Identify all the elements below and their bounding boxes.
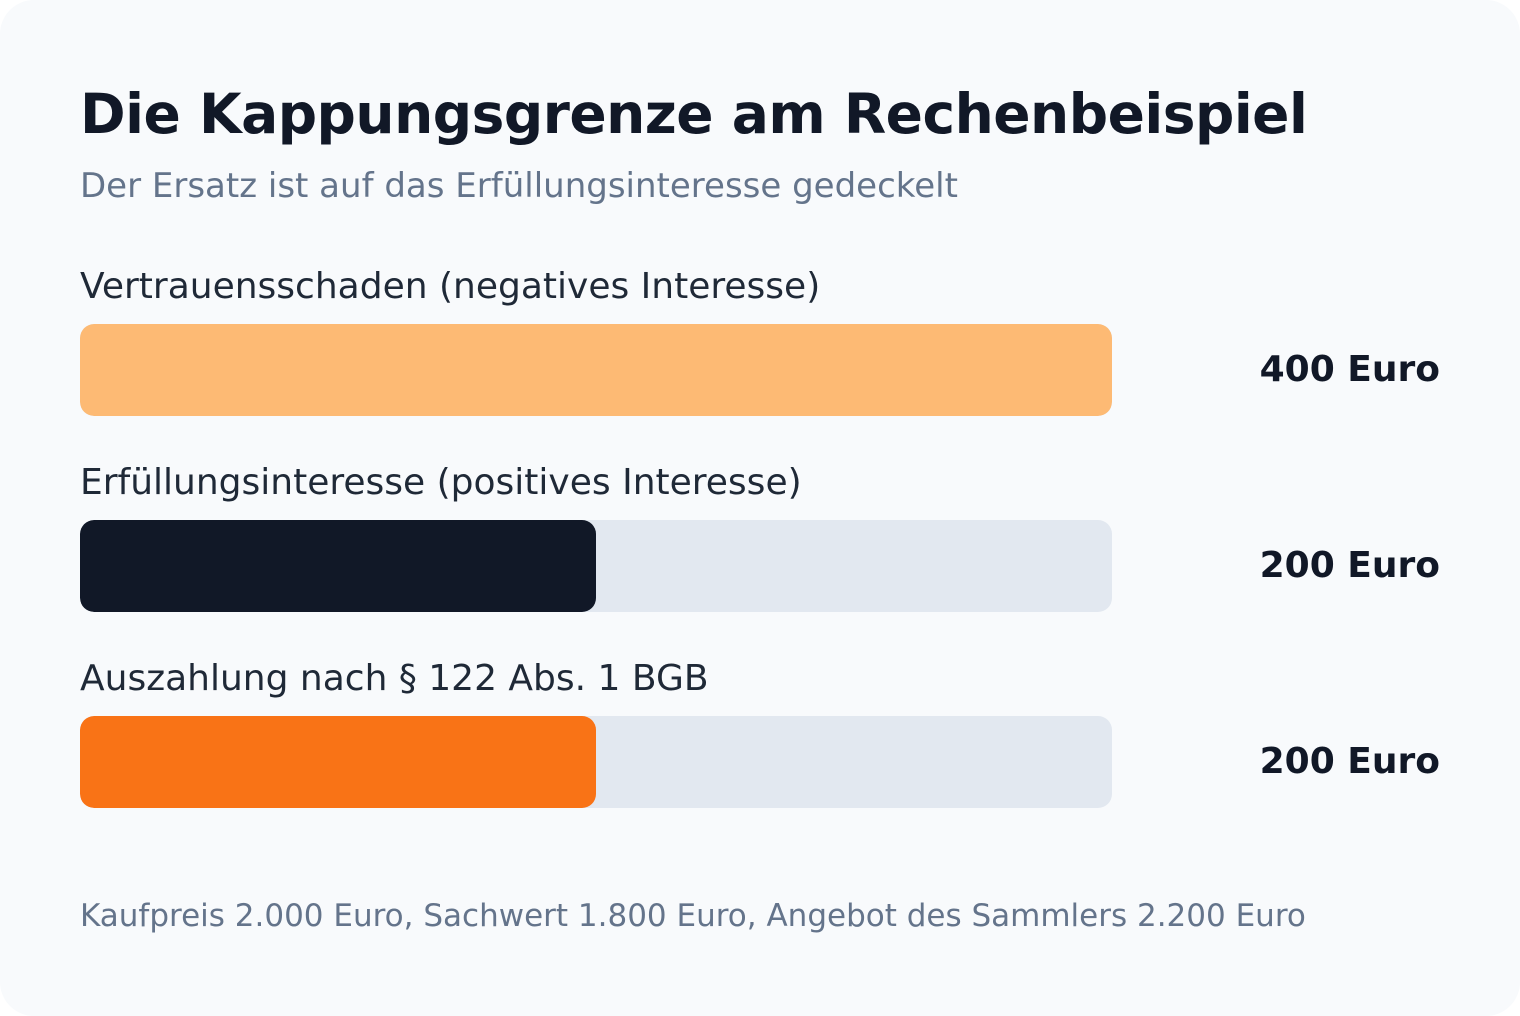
chart-subtitle: Der Ersatz ist auf das Erfüllungsinteres… bbox=[80, 166, 958, 206]
bar-erfuellungsinteresse bbox=[80, 520, 596, 612]
bar-value-erfuellungsinteresse: 200 Euro bbox=[1259, 545, 1440, 586]
bar-track-erfuellungsinteresse bbox=[80, 520, 1112, 612]
bar-vertrauensschaden bbox=[80, 324, 1112, 416]
bar-value-vertrauensschaden: 400 Euro bbox=[1259, 349, 1440, 390]
bar-auszahlung bbox=[80, 716, 596, 808]
bar-label-vertrauensschaden: Vertrauensschaden (negatives Interesse) bbox=[80, 266, 821, 307]
bar-value-auszahlung: 200 Euro bbox=[1259, 741, 1440, 782]
chart-title: Die Kappungsgrenze am Rechenbeispiel bbox=[80, 82, 1308, 146]
bar-label-auszahlung: Auszahlung nach § 122 Abs. 1 BGB bbox=[80, 658, 709, 699]
footnote: Kaufpreis 2.000 Euro, Sachwert 1.800 Eur… bbox=[80, 898, 1306, 934]
bar-track-auszahlung bbox=[80, 716, 1112, 808]
bar-track-vertrauensschaden bbox=[80, 324, 1112, 416]
bar-label-erfuellungsinteresse: Erfüllungsinteresse (positives Interesse… bbox=[80, 462, 802, 503]
